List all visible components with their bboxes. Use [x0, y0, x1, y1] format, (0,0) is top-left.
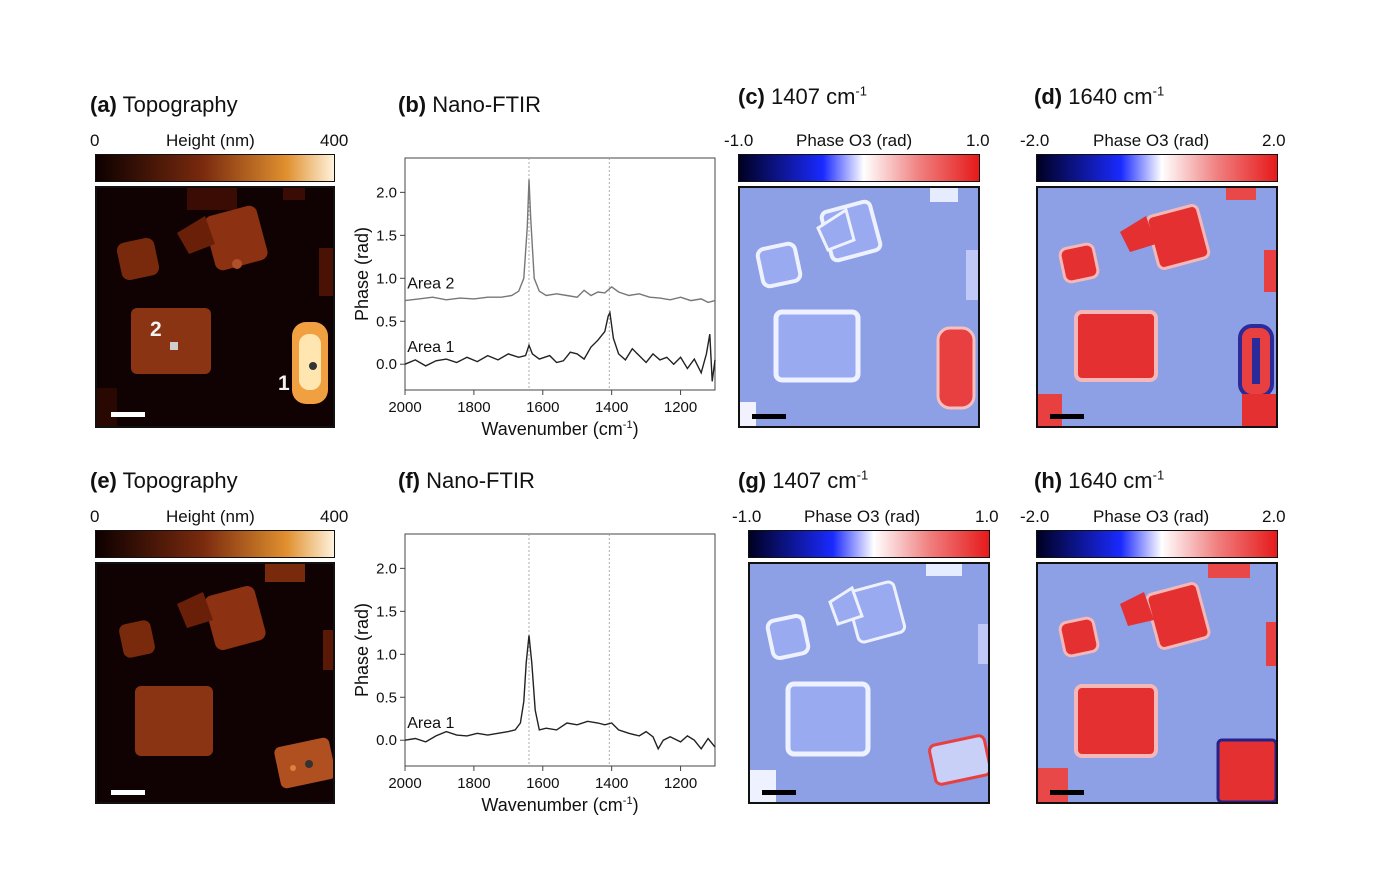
y-axis-label: Phase (rad) — [352, 227, 372, 321]
panel-e-title: (e) Topography — [90, 468, 238, 493]
y-tick-label: 0.0 — [376, 356, 397, 373]
panel-a-colorbar — [95, 154, 335, 182]
panel-c-colorbar — [738, 154, 980, 182]
panel-a-marker-2: 2 — [150, 318, 162, 341]
series-line — [404, 635, 716, 751]
panel-d-title: (d) 1640 cm-1 — [1034, 83, 1165, 109]
panel-h-title: (h) 1640 cm-1 — [1034, 467, 1165, 493]
panel-f-spectrum-chart: 2000 1800 1600 1400 1200 0.0 0.5 1.0 1.5 2.0 Waven… — [352, 533, 716, 815]
y-tick-label: 2.0 — [376, 560, 397, 577]
panel-a-cb-min: 0 — [90, 131, 100, 150]
x-tick-label: 1600 — [526, 775, 559, 792]
panel-d-phase-image — [1036, 186, 1278, 428]
series-label: Area 2 — [407, 276, 454, 293]
panel-g-cb-min: -1.0 — [732, 507, 762, 526]
panel-b-spectrum-chart: 2000 1800 1600 1400 1200 0.0 0.5 1.0 1.5 2.0 Waven… — [352, 157, 716, 439]
panel-g-cb-max: 1.0 — [975, 507, 999, 526]
x-tick-label: 1400 — [595, 399, 628, 416]
panel-c-cb-max: 1.0 — [966, 131, 990, 150]
x-tick-label: 1200 — [664, 399, 697, 416]
series-label: Area 1 — [407, 339, 454, 356]
panel-c-cb-label: Phase O3 (rad) — [796, 131, 913, 150]
x-tick-label: 1600 — [526, 399, 559, 416]
y-tick-label: 0.5 — [376, 689, 397, 706]
panel-e-topography-image — [95, 562, 335, 804]
panel-c-phase-image — [738, 186, 980, 428]
series-line — [404, 310, 716, 382]
panel-a-title: (a) Topography — [90, 92, 238, 117]
panel-d-cb-max: 2.0 — [1262, 131, 1286, 150]
panel-d-cb-min: -2.0 — [1020, 131, 1050, 150]
plot-frame — [404, 533, 716, 767]
y-tick-label: 1.5 — [376, 227, 397, 244]
panel-c-title: (c) 1407 cm-1 — [738, 83, 867, 109]
panel-h-cb-max: 2.0 — [1262, 507, 1286, 526]
panel-f-title: (f) Nano-FTIR — [398, 468, 535, 493]
x-tick-label: 2000 — [388, 399, 421, 416]
plot-frame — [404, 157, 716, 391]
panel-h-cb-min: -2.0 — [1020, 507, 1050, 526]
panel-a-topography-image — [95, 186, 335, 428]
series-line — [404, 179, 716, 304]
panel-e-cb-min: 0 — [90, 507, 100, 526]
panel-g-title: (g) 1407 cm-1 — [738, 467, 869, 493]
x-tick-label: 1400 — [595, 775, 628, 792]
x-axis-label: Wavenumber (cm-1) — [481, 795, 638, 815]
panel-b-title: (b) Nano-FTIR — [398, 92, 542, 117]
x-axis-label: Wavenumber (cm-1) — [481, 419, 638, 439]
panel-g-colorbar — [748, 530, 990, 558]
panel-h-colorbar — [1036, 530, 1278, 558]
panel-e-cb-label: Height (nm) — [166, 507, 255, 526]
y-tick-label: 2.0 — [376, 184, 397, 201]
y-tick-label: 1.0 — [376, 646, 397, 663]
panel-a-cb-label: Height (nm) — [166, 131, 255, 150]
panel-h-phase-image — [1036, 562, 1278, 804]
x-tick-label: 1800 — [457, 399, 490, 416]
y-tick-label: 1.5 — [376, 603, 397, 620]
panel-d-colorbar — [1036, 154, 1278, 182]
panel-g-cb-label: Phase O3 (rad) — [804, 507, 921, 526]
y-tick-label: 0.5 — [376, 313, 397, 330]
x-tick-label: 2000 — [388, 775, 421, 792]
y-tick-label: 0.0 — [376, 732, 397, 749]
x-tick-label: 1200 — [664, 775, 697, 792]
panel-a-marker-1: 1 — [278, 372, 290, 395]
panel-c-cb-min: -1.0 — [724, 131, 754, 150]
panel-h-cb-label: Phase O3 (rad) — [1093, 507, 1210, 526]
series-label: Area 1 — [407, 715, 454, 732]
panel-a-cb-max: 400 — [320, 131, 349, 150]
panel-e-colorbar — [95, 530, 335, 558]
panel-d-cb-label: Phase O3 (rad) — [1093, 131, 1210, 150]
panel-e-cb-max: 400 — [320, 507, 349, 526]
y-tick-label: 1.0 — [376, 270, 397, 287]
x-tick-label: 1800 — [457, 775, 490, 792]
y-axis-label: Phase (rad) — [352, 603, 372, 697]
panel-g-phase-image — [748, 562, 990, 804]
